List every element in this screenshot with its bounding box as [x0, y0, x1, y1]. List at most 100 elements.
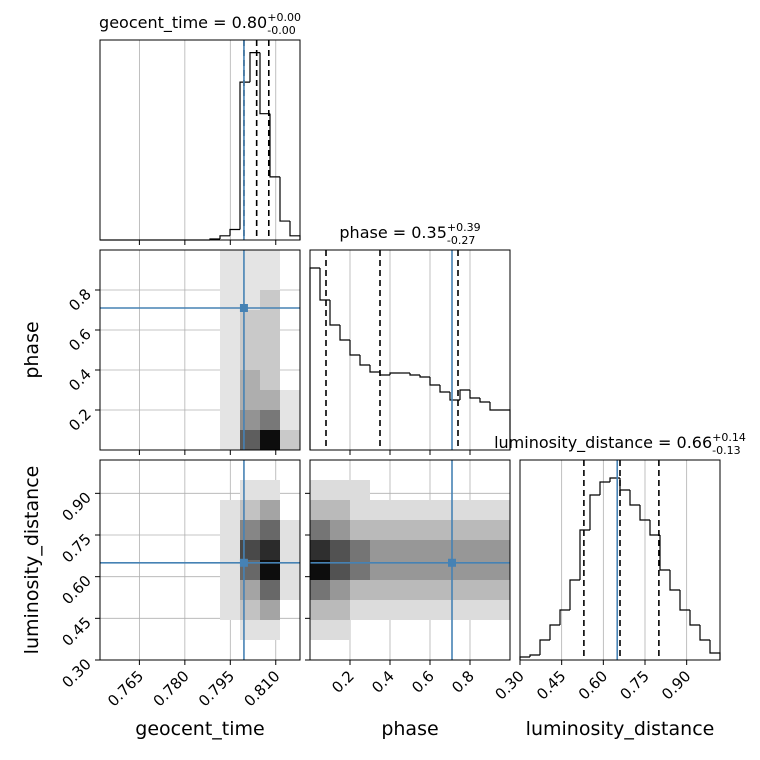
density-cell: [260, 520, 280, 540]
density-cell: [260, 370, 280, 390]
density-cell: [450, 500, 470, 520]
histogram-bin: [249, 52, 260, 83]
density-cell: [410, 520, 430, 540]
density-cell: [310, 560, 330, 580]
x-tick-label: 0.795: [195, 667, 238, 710]
density-cell: [310, 520, 330, 540]
density-cell: [470, 500, 490, 520]
density-cell: [240, 410, 260, 430]
density-cell: [430, 600, 450, 620]
density-cell: [260, 290, 280, 310]
histogram-bin: [239, 81, 250, 230]
x-tick-label: 0.45: [533, 667, 569, 703]
density-cell: [350, 560, 370, 580]
density-cell: [370, 600, 390, 620]
density-cell: [240, 250, 260, 270]
density-cell: [330, 520, 350, 540]
density-cell: [490, 600, 510, 620]
density-cell: [220, 430, 240, 450]
density-cell: [240, 540, 260, 560]
x-tick-label: 0.2: [328, 667, 358, 697]
density-cell: [220, 520, 240, 540]
panel: 0.765 0.780 0.795 0.810 0.30 0.45 0.60 0.75 0.90…: [21, 459, 301, 740]
histogram-bin: [549, 624, 560, 640]
x-axis-label: geocent_time: [135, 718, 264, 740]
density-cell: [390, 500, 410, 520]
title-main: phase = 0.35: [339, 223, 446, 242]
x-axis-label: phase: [381, 718, 438, 740]
histogram-bin: [679, 590, 690, 611]
y-tick-label: 0.30: [58, 655, 94, 691]
histogram-bin: [659, 535, 670, 571]
histogram-bin: [369, 365, 380, 373]
x-tick-label: 0.75: [616, 667, 652, 703]
density-cell: [220, 410, 240, 430]
panel: geocent_time = 0.80+0.00 -0.00: [99, 11, 301, 245]
histogram-bin: [459, 389, 470, 400]
histogram-bin: [409, 373, 420, 376]
histogram-bin: [569, 579, 580, 610]
density-cell: [430, 560, 450, 580]
y-tick-label: 0.8: [65, 285, 95, 315]
density-cell: [220, 390, 240, 410]
density-cell: [220, 600, 240, 620]
histogram-bin: [689, 610, 700, 626]
panel: 0.2 0.4 0.6 0.8 phase: [21, 249, 301, 455]
histogram-bin: [559, 609, 570, 625]
density-cell: [260, 500, 280, 520]
histogram-bin: [349, 340, 360, 356]
panel-frame: [519, 459, 721, 661]
density-cell: [220, 290, 240, 310]
density-cell: [220, 370, 240, 390]
histogram-bin: [329, 300, 340, 326]
density-cell: [330, 580, 350, 600]
density-cell: [240, 600, 260, 620]
density-cell: [470, 560, 490, 580]
density-cell: [310, 480, 330, 500]
density-cell: [390, 560, 410, 580]
density-cell: [370, 500, 390, 520]
histogram-bin: [449, 392, 460, 401]
y-tick-label: 0.60: [58, 572, 94, 608]
density-cell: [220, 310, 240, 330]
histogram-bin: [359, 355, 370, 366]
density-cell: [430, 580, 450, 600]
truth-marker: [239, 304, 248, 312]
density-cell: [220, 270, 240, 290]
panel-frame: [99, 39, 301, 241]
density-cell: [260, 430, 280, 450]
density-cell: [370, 580, 390, 600]
x-tick-label: 0.810: [240, 667, 283, 710]
x-tick-label: 0.780: [150, 667, 193, 710]
density-cell: [240, 370, 260, 390]
y-tick-label: 0.4: [65, 365, 95, 395]
histogram-bin: [419, 375, 430, 378]
density-cell: [310, 500, 330, 520]
title-sup: +0.00: [267, 11, 301, 24]
y-axis-label: phase: [21, 321, 43, 378]
density-cell: [220, 540, 240, 560]
density-cell: [240, 620, 260, 640]
histogram-bin: [649, 520, 660, 536]
density-cell: [260, 410, 280, 430]
panel: phase = 0.35+0.39 -0.27: [309, 221, 511, 455]
density-cell: [220, 580, 240, 600]
density-cell: [470, 600, 490, 620]
histogram-bin: [639, 505, 650, 521]
density-cell: [370, 560, 390, 580]
panel-title: phase = 0.35+0.39 -0.27: [339, 221, 480, 247]
title-main: geocent_time = 0.80: [99, 13, 267, 33]
histogram-bin: [599, 481, 610, 495]
density-cell: [490, 500, 510, 520]
density-cell: [240, 520, 260, 540]
histogram-bin: [339, 325, 350, 341]
density-cell: [280, 540, 300, 560]
density-cell: [260, 270, 280, 290]
density-cell: [410, 500, 430, 520]
histogram-bin: [479, 398, 490, 403]
density-cell: [450, 540, 470, 560]
y-axis-label: luminosity_distance: [21, 466, 43, 655]
density-cell: [490, 560, 510, 580]
histogram-bin: [709, 640, 721, 660]
